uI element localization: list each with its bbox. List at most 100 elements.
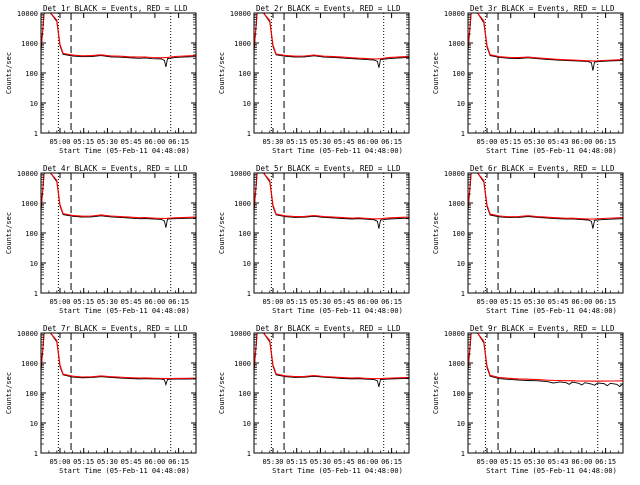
x-tick-label: 05:00 bbox=[262, 298, 283, 306]
x-tick-label: 05:30 bbox=[262, 138, 283, 146]
x-tick-label: 06:15 bbox=[168, 298, 189, 306]
x-tick-label: 06:15 bbox=[595, 298, 616, 306]
detector-plot-7: 1 10 100 1000 10000 05:00 05:15 05:30 05:45 06:00… bbox=[5, 324, 197, 475]
x-tick-label: 06:00 bbox=[357, 298, 378, 306]
detector-plot-6: 1 10 100 1000 10000 05:00 05:15 05:30 05:45 06:00… bbox=[432, 164, 624, 315]
x-tick-label: 06:15 bbox=[595, 458, 616, 466]
x-tick-label: 05:15 bbox=[500, 298, 521, 306]
x-tick-label: 05:15 bbox=[286, 458, 307, 466]
plot-title: Det 5r BLACK = Events, RED = LLD bbox=[256, 164, 401, 173]
x-tick-label: 05:15 bbox=[286, 298, 307, 306]
series-group bbox=[254, 333, 409, 388]
series-line-events bbox=[254, 173, 409, 229]
y-tick-label: 10000 bbox=[444, 330, 465, 338]
plot-title: Det 8r BLACK = Events, RED = LLD bbox=[256, 324, 401, 333]
x-tick-label: 05:45 bbox=[548, 298, 569, 306]
plot-frame bbox=[40, 332, 197, 454]
series-line-lld bbox=[41, 13, 196, 59]
plot-frame bbox=[253, 12, 410, 134]
y-tick-label: 10 bbox=[457, 100, 465, 108]
y-axis-label: Counts/sec bbox=[5, 372, 13, 414]
y-tick-label: 1 bbox=[247, 450, 251, 458]
x-axis-label: Start Time (05-Feb-11 04:48:00) bbox=[272, 147, 403, 155]
x-tick-label: 05:45 bbox=[121, 298, 142, 306]
x-tick-label: 05:30 bbox=[310, 138, 331, 146]
y-tick-label: 10 bbox=[30, 260, 38, 268]
y-tick-label: 1 bbox=[461, 450, 465, 458]
x-tick-label: 05:30 bbox=[524, 298, 545, 306]
plot-frame bbox=[467, 332, 624, 454]
x-tick-label: 05:15 bbox=[73, 458, 94, 466]
x-axis-label: Start Time (05-Feb-11 04:48:00) bbox=[486, 307, 617, 315]
x-tick-label: 06:15 bbox=[381, 458, 402, 466]
x-tick-label: 05:00 bbox=[476, 458, 497, 466]
x-tick-label: 06:00 bbox=[144, 138, 165, 146]
y-axis-label: Counts/sec bbox=[432, 372, 440, 414]
y-tick-label: 100 bbox=[238, 70, 251, 78]
y-tick-label: 1000 bbox=[21, 360, 38, 368]
y-axis-label: Counts/sec bbox=[218, 52, 226, 94]
x-tick-label: 06:15 bbox=[168, 458, 189, 466]
series-line-events bbox=[468, 173, 623, 229]
y-axis-label: Counts/sec bbox=[218, 212, 226, 254]
x-tick-label: 05:00 bbox=[49, 298, 70, 306]
plot-title: Det 9r BLACK = Events, RED = LLD bbox=[470, 324, 615, 333]
x-tick-label: 05:30 bbox=[524, 458, 545, 466]
x-tick-label: 06:15 bbox=[595, 138, 616, 146]
x-tick-label: 05:30 bbox=[97, 458, 118, 466]
series-line-events bbox=[468, 13, 623, 71]
y-tick-label: 10000 bbox=[230, 170, 251, 178]
y-axis-label: Counts/sec bbox=[218, 372, 226, 414]
y-tick-label: 1000 bbox=[21, 40, 38, 48]
y-tick-label: 10 bbox=[30, 100, 38, 108]
y-tick-label: 1 bbox=[34, 290, 38, 298]
x-tick-label: 05:45 bbox=[334, 458, 355, 466]
y-tick-label: 100 bbox=[452, 230, 465, 238]
x-axis-label: Start Time (05-Feb-11 04:48:00) bbox=[272, 307, 403, 315]
y-tick-label: 10000 bbox=[17, 330, 38, 338]
plot-title: Det 2r BLACK = Events, RED = LLD bbox=[256, 4, 401, 13]
y-tick-label: 1000 bbox=[21, 200, 38, 208]
x-tick-label: 06:00 bbox=[357, 458, 378, 466]
y-tick-label: 100 bbox=[25, 70, 38, 78]
y-axis-label: Counts/sec bbox=[5, 212, 13, 254]
y-tick-label: 1 bbox=[34, 130, 38, 138]
x-axis-label: Start Time (05-Feb-11 04:48:00) bbox=[486, 467, 617, 475]
x-tick-label: 06:00 bbox=[357, 138, 378, 146]
plot-frame bbox=[253, 172, 410, 294]
x-tick-label: 06:00 bbox=[144, 298, 165, 306]
x-tick-label: 05:43 bbox=[548, 458, 569, 466]
x-tick-label: 05:45 bbox=[334, 298, 355, 306]
series-line-lld bbox=[254, 13, 409, 60]
y-tick-label: 100 bbox=[238, 390, 251, 398]
y-tick-label: 10 bbox=[243, 420, 251, 428]
x-tick-label: 06:00 bbox=[571, 458, 592, 466]
plot-title: Det 7r BLACK = Events, RED = LLD bbox=[43, 324, 188, 333]
series-group bbox=[41, 333, 196, 387]
x-axis-label: Start Time (05-Feb-11 04:48:00) bbox=[59, 467, 190, 475]
plot-title: Det 4r BLACK = Events, RED = LLD bbox=[43, 164, 188, 173]
plot-title: Det 6r BLACK = Events, RED = LLD bbox=[470, 164, 615, 173]
y-tick-label: 1000 bbox=[234, 200, 251, 208]
y-tick-label: 1 bbox=[461, 290, 465, 298]
x-tick-label: 05:43 bbox=[548, 138, 569, 146]
y-tick-label: 10000 bbox=[230, 330, 251, 338]
x-tick-label: 05:00 bbox=[49, 138, 70, 146]
series-line-lld bbox=[468, 173, 623, 220]
x-tick-label: 06:00 bbox=[571, 298, 592, 306]
x-tick-label: 06:15 bbox=[381, 298, 402, 306]
x-tick-label: 05:30 bbox=[310, 298, 331, 306]
y-tick-label: 10000 bbox=[17, 170, 38, 178]
x-axis-label: Start Time (05-Feb-11 04:48:00) bbox=[59, 307, 190, 315]
series-line-lld bbox=[41, 333, 196, 380]
x-tick-label: 06:15 bbox=[168, 138, 189, 146]
y-axis-label: Counts/sec bbox=[432, 52, 440, 94]
detector-plot-4: 1 10 100 1000 10000 05:00 05:15 05:30 05:45 06:00… bbox=[5, 164, 197, 315]
series-line-events bbox=[41, 173, 196, 228]
detector-plot-1: 1 10 100 1000 10000 05:00 05:15 05:30 05:45 06:00… bbox=[5, 4, 197, 155]
x-tick-label: 05:00 bbox=[476, 138, 497, 146]
x-tick-label: 05:45 bbox=[121, 458, 142, 466]
y-tick-label: 10000 bbox=[444, 10, 465, 18]
